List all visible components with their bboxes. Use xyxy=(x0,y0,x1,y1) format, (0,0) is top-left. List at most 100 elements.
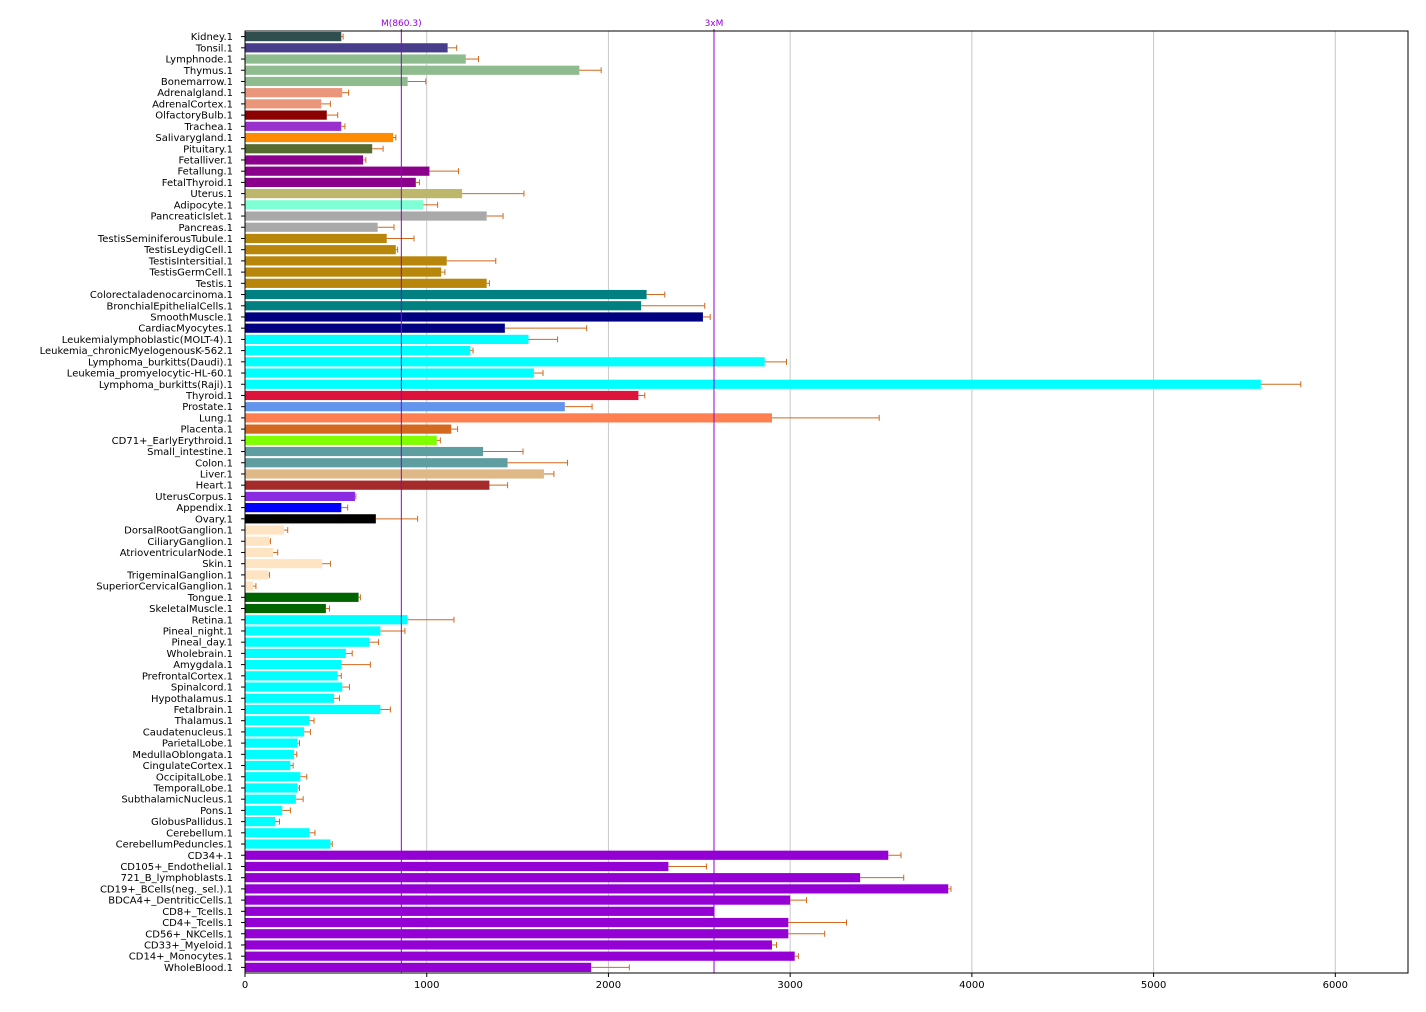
bar xyxy=(245,615,408,625)
category-label: UterusCorpus.1 xyxy=(155,492,233,503)
category-label: Pancreas.1 xyxy=(179,223,233,234)
bar xyxy=(245,469,544,479)
category-label: Caudatenucleus.1 xyxy=(143,727,233,738)
bar xyxy=(245,525,285,535)
x-tick-label: 3000 xyxy=(777,980,802,991)
category-label: Retina.1 xyxy=(192,615,233,626)
category-label: SkeletalMuscle.1 xyxy=(149,604,233,615)
bar xyxy=(245,402,565,412)
category-label: CD56+_NKCells.1 xyxy=(145,929,233,940)
category-label: Lymphoma_burkitts(Daudi).1 xyxy=(88,357,233,368)
bar xyxy=(245,368,534,378)
bar xyxy=(245,940,772,950)
bar xyxy=(245,76,408,87)
gridlines xyxy=(244,31,1336,973)
bar xyxy=(245,660,342,670)
category-label: TemporalLobe.1 xyxy=(153,783,233,794)
category-label: Uterus.1 xyxy=(190,189,233,200)
category-label: Thymus.1 xyxy=(183,66,233,77)
bar xyxy=(245,951,795,961)
category-label: Leukemia_chronicMyelogenousK-562.1 xyxy=(40,346,233,357)
category-label: FetalThyroid.1 xyxy=(162,178,233,189)
category-label: Tongue.1 xyxy=(187,593,233,604)
category-label: Pons.1 xyxy=(200,806,233,817)
x-tick-label: 4000 xyxy=(959,980,984,991)
bar xyxy=(245,917,789,928)
bar xyxy=(245,357,765,367)
bar xyxy=(245,873,861,883)
category-label: Amygdala.1 xyxy=(173,660,233,671)
category-label: CiliaryGanglion.1 xyxy=(147,537,233,548)
bar xyxy=(245,671,338,681)
bar xyxy=(245,424,452,434)
bar xyxy=(245,110,327,120)
bar xyxy=(245,245,396,255)
category-labels: Kidney.1Tonsil.1Lymphnode.1Thymus.1Bonem… xyxy=(40,32,245,974)
category-label: Heart.1 xyxy=(196,481,233,492)
bar xyxy=(245,861,669,872)
category-label: WholeBlood.1 xyxy=(164,963,233,974)
bar xyxy=(245,65,580,75)
category-label: PancreaticIslet.1 xyxy=(151,212,233,223)
category-label: Adipocyte.1 xyxy=(174,200,233,211)
x-tick-label: 2000 xyxy=(596,980,621,991)
bar xyxy=(245,435,437,445)
reference-line-label: 3xM xyxy=(705,19,724,29)
bar xyxy=(245,390,639,401)
category-label: ParietalLobe.1 xyxy=(162,739,233,750)
category-label: 721_B_lymphoblasts.1 xyxy=(121,873,233,884)
bar xyxy=(245,121,342,131)
bar xyxy=(245,514,376,524)
bar xyxy=(245,301,642,311)
category-label: CingulateCortex.1 xyxy=(143,761,233,772)
category-label: Lymphnode.1 xyxy=(166,55,234,66)
plot-frame xyxy=(244,30,1409,974)
bar xyxy=(245,581,254,591)
bar xyxy=(245,906,714,916)
bar xyxy=(245,189,463,199)
category-label: PrefrontalCortex.1 xyxy=(142,671,233,682)
category-label: Cerebellum.1 xyxy=(166,828,233,839)
bar xyxy=(245,43,448,53)
category-label: DorsalRootGanglion.1 xyxy=(124,526,233,537)
bar xyxy=(245,200,424,210)
bar xyxy=(245,637,370,647)
category-label: TestisIntersitial.1 xyxy=(148,256,233,267)
category-label: BronchialEpithelialCells.1 xyxy=(107,301,234,312)
bar xyxy=(245,828,310,838)
category-label: BDCA4+_DentriticCells.1 xyxy=(108,896,233,907)
category-label: Leukemia_promyelocytic-HL-60.1 xyxy=(67,369,233,380)
category-label: GlobusPallidus.1 xyxy=(151,817,233,828)
bar xyxy=(245,222,378,232)
category-label: Prostate.1 xyxy=(182,402,233,413)
category-label: Hypothalamus.1 xyxy=(151,694,233,705)
category-label: Ovary.1 xyxy=(195,514,233,525)
bar xyxy=(245,536,270,546)
category-label: CD19+_BCells(neg._sel.).1 xyxy=(100,884,233,895)
bar xyxy=(245,693,335,703)
category-label: SmoothMuscle.1 xyxy=(150,312,233,323)
category-label: Pineal_night.1 xyxy=(163,626,233,637)
bar xyxy=(245,166,430,176)
bar xyxy=(245,772,301,782)
category-label: CD8+_Tcells.1 xyxy=(162,907,233,918)
bar xyxy=(245,99,322,109)
category-label: AtrioventricularNode.1 xyxy=(120,548,233,559)
category-label: Trachea.1 xyxy=(183,122,233,133)
category-label: OccipitalLobe.1 xyxy=(156,772,233,783)
bar xyxy=(245,278,487,288)
bar xyxy=(245,682,343,692)
category-label: CardiacMyocytes.1 xyxy=(138,324,233,335)
bar xyxy=(245,480,490,490)
bar xyxy=(245,547,274,558)
bar xyxy=(245,144,373,154)
bar xyxy=(245,895,791,905)
category-label: OlfactoryBulb.1 xyxy=(155,111,233,122)
category-label: TestisGermCell.1 xyxy=(149,268,234,279)
category-label: AdrenalCortex.1 xyxy=(152,99,233,110)
bar xyxy=(245,54,466,64)
category-label: Spinalcord.1 xyxy=(171,683,233,694)
category-label: Adrenalgland.1 xyxy=(157,88,233,99)
bar xyxy=(245,648,346,658)
